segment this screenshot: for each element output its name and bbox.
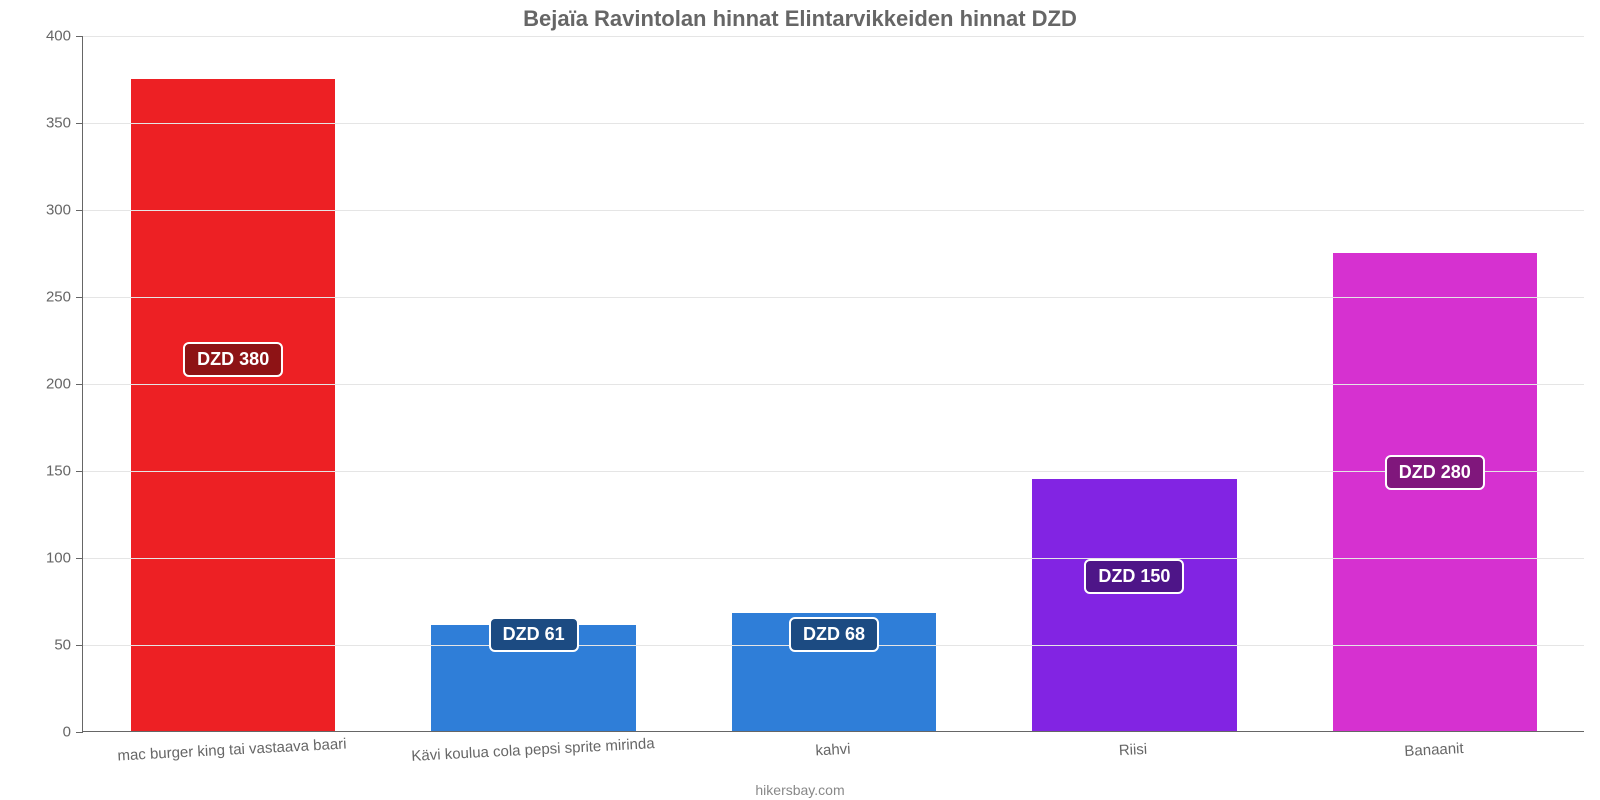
bar (1333, 253, 1537, 732)
ytick-mark (76, 471, 83, 472)
ytick-mark (76, 384, 83, 385)
xaxis-label: Riisi (1119, 741, 1148, 759)
ytick-label: 200 (46, 376, 71, 393)
ytick-label: 250 (46, 289, 71, 306)
ytick-mark (76, 123, 83, 124)
ytick-label: 350 (46, 115, 71, 132)
ytick-label: 50 (54, 637, 71, 654)
ytick-mark (76, 732, 83, 733)
gridline (83, 210, 1584, 211)
ytick-label: 100 (46, 550, 71, 567)
value-badge: DZD 68 (789, 617, 879, 652)
value-badge: DZD 150 (1084, 559, 1184, 594)
ytick-mark (76, 645, 83, 646)
ytick-label: 150 (46, 463, 71, 480)
ytick-mark (76, 210, 83, 211)
value-badge: DZD 280 (1385, 455, 1485, 490)
value-badge: DZD 380 (183, 342, 283, 377)
value-badge: DZD 61 (489, 617, 579, 652)
xaxis-label: kahvi (815, 741, 851, 760)
xaxis-label: Banaanit (1404, 740, 1464, 760)
ytick-label: 400 (46, 28, 71, 45)
bar (1032, 479, 1236, 731)
ytick-mark (76, 36, 83, 37)
ytick-label: 0 (63, 724, 71, 741)
attribution-text: hikersbay.com (0, 782, 1600, 798)
gridline (83, 471, 1584, 472)
ytick-label: 300 (46, 202, 71, 219)
gridline (83, 558, 1584, 559)
bar (131, 79, 335, 732)
price-bar-chart: Bejaïa Ravintolan hinnat Elintarvikkeide… (0, 0, 1600, 800)
ytick-mark (76, 297, 83, 298)
plot-area: 050100150200250300350400DZD 380DZD 61DZD… (82, 36, 1584, 732)
chart-title: Bejaïa Ravintolan hinnat Elintarvikkeide… (0, 6, 1600, 32)
xaxis-label: Kävi koulua cola pepsi sprite mirinda (411, 735, 655, 765)
xaxis-label: mac burger king tai vastaava baari (117, 736, 347, 765)
gridline (83, 123, 1584, 124)
gridline (83, 36, 1584, 37)
gridline (83, 297, 1584, 298)
gridline (83, 384, 1584, 385)
ytick-mark (76, 558, 83, 559)
